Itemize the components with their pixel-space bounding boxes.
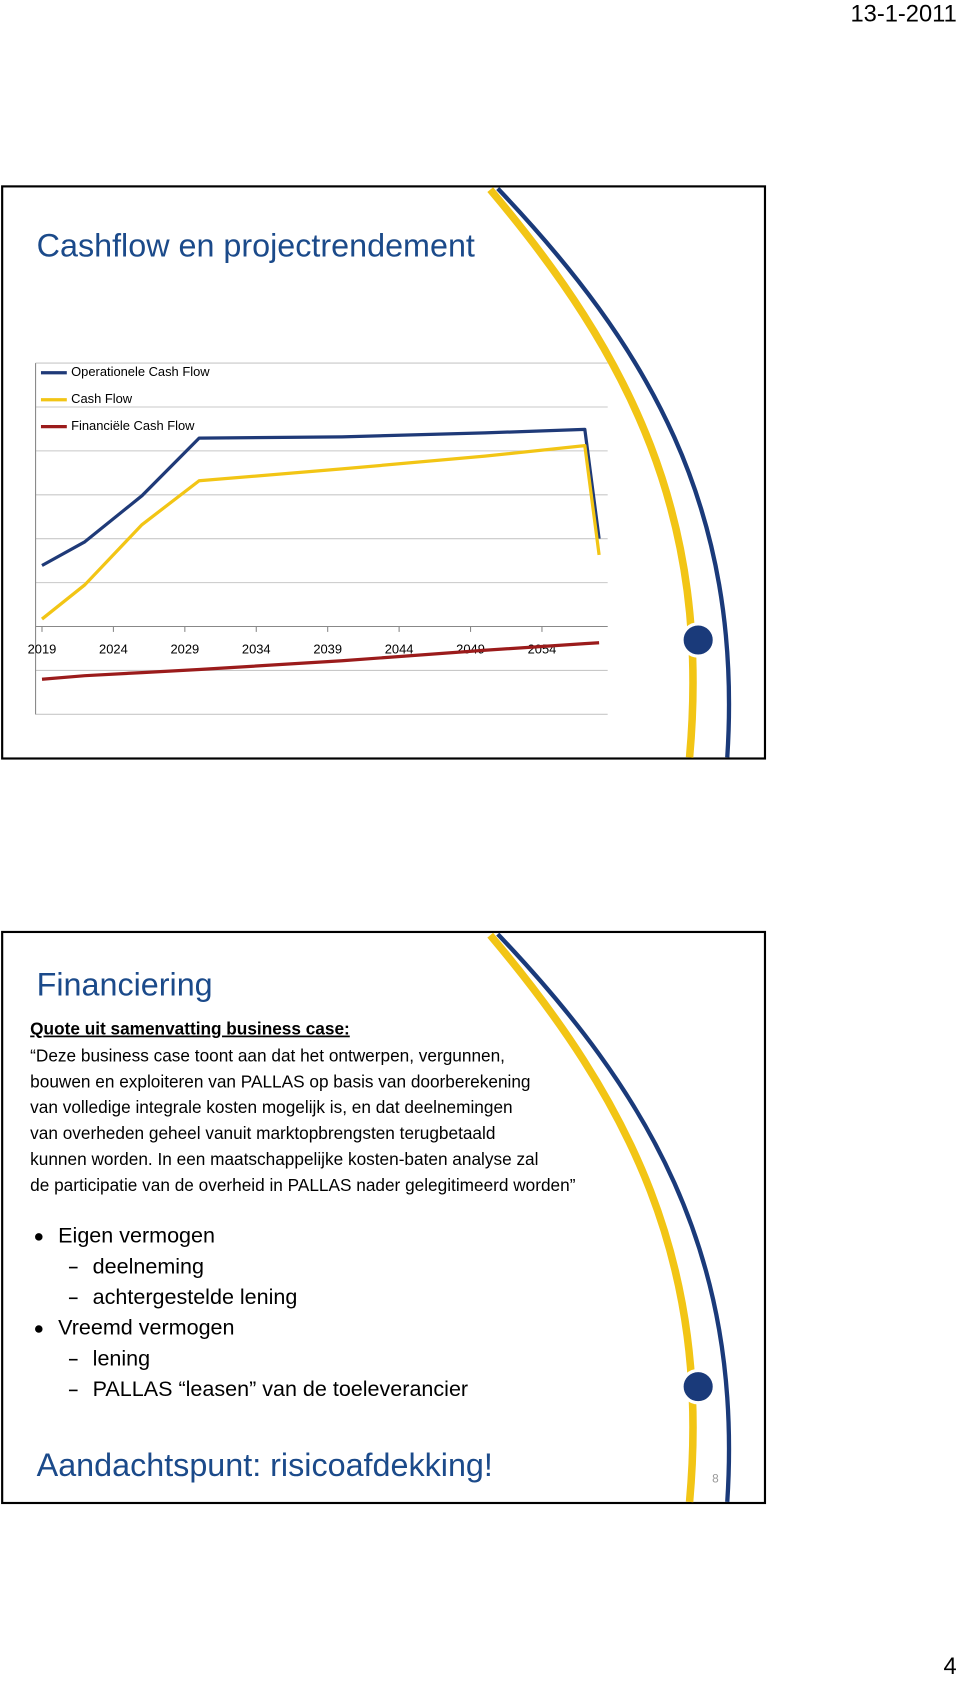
sub-item: PALLAS “leasen” van de toeleverancier xyxy=(93,1377,468,1401)
slide-title: Financiering xyxy=(37,966,213,1002)
quote-line: kunnen worden. In een maatschappelijke k… xyxy=(30,1149,538,1169)
quote-line: bouwen en exploiteren van PALLAS op basi… xyxy=(30,1071,530,1091)
bullet-list: Eigen vermogen deelneming achtergestelde l… xyxy=(35,1224,468,1401)
quote-line: van overheden geheel vanuit marktopbreng… xyxy=(30,1123,495,1143)
series-line xyxy=(41,427,601,567)
page-number: 4 xyxy=(944,1654,957,1680)
decor-swoosh xyxy=(487,932,697,1503)
slide-footer: Aandachtspunt: risicoafdekking! xyxy=(37,1447,493,1483)
x-tick-label: 2054 xyxy=(528,642,557,657)
slide-frame xyxy=(1,185,767,760)
decor-swoosh xyxy=(496,187,732,758)
decor-swoosh xyxy=(487,187,697,758)
decor-swoosh xyxy=(496,932,732,1503)
quote-line: van volledige integrale kosten mogelijk … xyxy=(30,1097,512,1117)
x-tick-label: 2034 xyxy=(242,642,271,657)
bullet-text: Vreemd vermogen xyxy=(58,1316,234,1340)
decor-dot xyxy=(680,1368,716,1405)
decor-dot xyxy=(680,622,716,658)
legend-label: Cash Flow xyxy=(71,391,133,406)
series-line xyxy=(40,444,601,621)
slide-number: 8 xyxy=(712,1471,719,1485)
x-tick-label: 2044 xyxy=(385,642,414,657)
sub-item: lening xyxy=(93,1346,150,1370)
sub-item: deelneming xyxy=(93,1254,204,1278)
series-line xyxy=(41,641,600,681)
quote-line: “Deze business case toont aan dat het on… xyxy=(30,1045,505,1065)
slide-title: Cashflow en projectrendement xyxy=(37,227,475,263)
sub-item: achtergestelde lening xyxy=(93,1285,298,1309)
x-tick-label: 2039 xyxy=(313,642,342,657)
x-tick-label: 2029 xyxy=(170,642,199,657)
quote: “Deze business case toont aan dat het on… xyxy=(30,1045,576,1194)
bullet-text: Eigen vermogen xyxy=(58,1224,215,1248)
x-tick-label: 2024 xyxy=(99,642,128,657)
x-tick-label: 2019 xyxy=(28,642,57,657)
chart: 2019 2024 2029 2034 2039 2044 2049 2054Operatio… xyxy=(28,362,608,715)
header-date: 13-1-2011 xyxy=(851,1,957,27)
bullet-dot xyxy=(35,1325,43,1333)
bullet-dot xyxy=(35,1233,43,1241)
legend-label: Operationele Cash Flow xyxy=(71,364,210,379)
quote-heading: Quote uit samenvatting business case: xyxy=(30,1019,350,1039)
quote-line: de participatie van de overheid in PALLA… xyxy=(30,1175,576,1195)
legend-label: Financiële Cash Flow xyxy=(71,418,195,433)
slide-frame xyxy=(1,930,767,1505)
